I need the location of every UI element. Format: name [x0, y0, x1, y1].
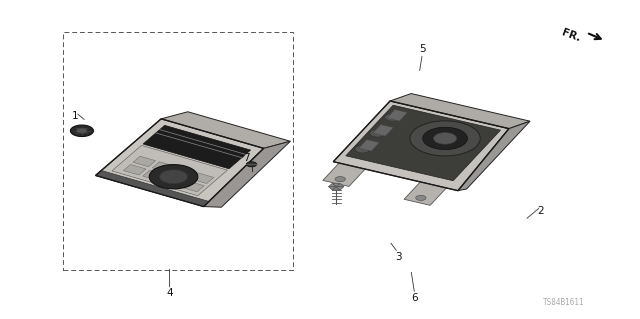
Text: 1: 1	[72, 111, 79, 122]
Polygon shape	[133, 156, 156, 167]
Text: 7: 7	[243, 153, 250, 163]
Polygon shape	[112, 145, 227, 196]
Polygon shape	[204, 141, 291, 207]
Text: TS84B1611: TS84B1611	[542, 298, 584, 307]
Polygon shape	[143, 125, 251, 169]
Text: 4: 4	[166, 288, 173, 299]
Polygon shape	[422, 127, 467, 150]
Polygon shape	[152, 162, 175, 172]
Polygon shape	[161, 112, 291, 148]
Polygon shape	[355, 145, 371, 153]
Polygon shape	[372, 124, 394, 136]
Text: 3: 3	[395, 252, 401, 262]
Polygon shape	[346, 105, 500, 181]
Polygon shape	[328, 183, 336, 187]
Text: FR.: FR.	[561, 27, 582, 43]
Text: 6: 6	[412, 293, 418, 303]
Polygon shape	[172, 167, 195, 178]
Polygon shape	[333, 101, 509, 191]
Polygon shape	[182, 181, 204, 192]
Polygon shape	[358, 139, 380, 151]
Polygon shape	[410, 121, 480, 156]
Polygon shape	[387, 109, 408, 121]
Polygon shape	[328, 187, 336, 190]
Polygon shape	[390, 93, 530, 129]
Polygon shape	[162, 176, 185, 186]
Polygon shape	[77, 128, 87, 133]
Polygon shape	[332, 183, 340, 187]
Polygon shape	[149, 165, 198, 189]
Polygon shape	[433, 133, 456, 144]
Polygon shape	[332, 187, 340, 190]
Polygon shape	[95, 119, 264, 207]
Polygon shape	[336, 187, 344, 190]
Polygon shape	[370, 130, 385, 137]
Polygon shape	[191, 173, 214, 183]
Polygon shape	[416, 195, 426, 200]
Polygon shape	[336, 183, 344, 187]
Text: 5: 5	[419, 44, 426, 55]
Polygon shape	[385, 114, 400, 121]
Polygon shape	[143, 170, 165, 181]
Polygon shape	[70, 125, 93, 137]
Polygon shape	[95, 170, 209, 207]
Text: 2: 2	[538, 205, 544, 216]
Polygon shape	[404, 182, 446, 205]
Polygon shape	[159, 170, 188, 184]
Polygon shape	[246, 162, 257, 167]
Polygon shape	[458, 121, 530, 191]
Polygon shape	[335, 177, 346, 182]
Polygon shape	[124, 165, 146, 175]
Polygon shape	[323, 163, 365, 186]
